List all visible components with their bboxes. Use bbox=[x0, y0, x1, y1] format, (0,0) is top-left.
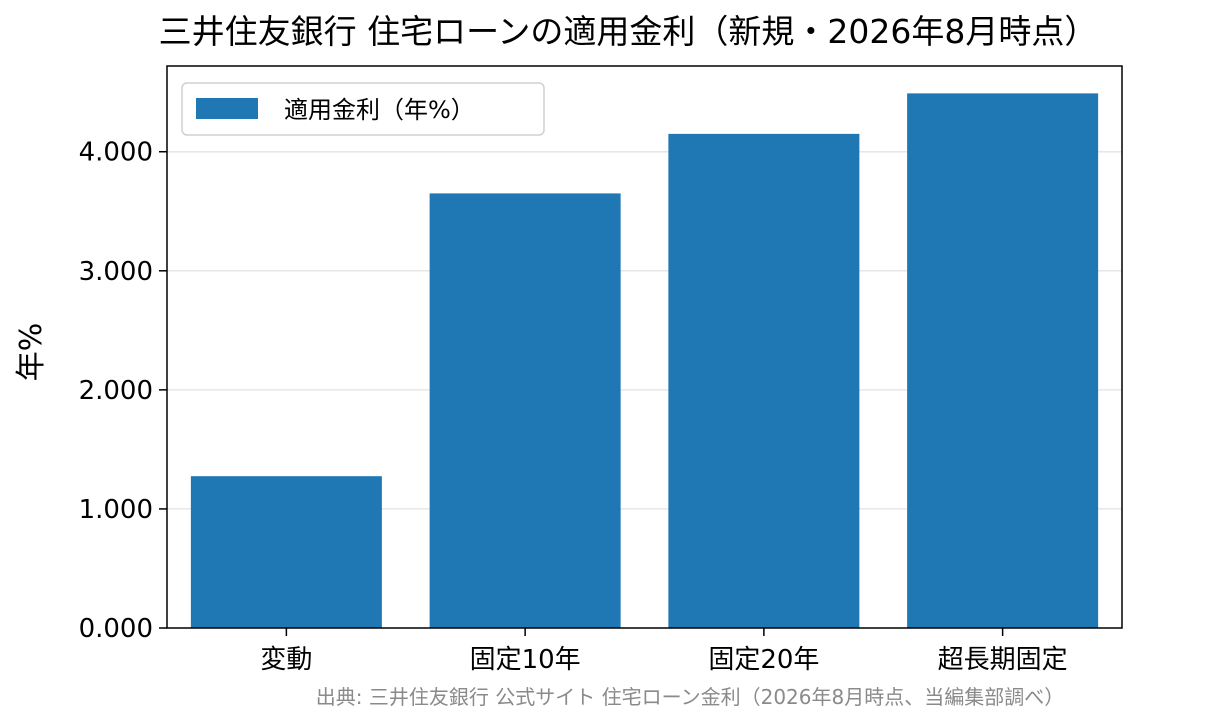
bar-series bbox=[190, 93, 1099, 629]
plot-frame bbox=[166, 65, 1123, 629]
y-axis-label: 年% bbox=[14, 323, 49, 382]
legend-label: 適用金利（年%） bbox=[284, 96, 475, 124]
x-tick-label: 固定10年 bbox=[470, 645, 581, 675]
bar bbox=[668, 133, 860, 628]
x-tick-label: 超長期固定 bbox=[938, 645, 1068, 675]
y-tick-label: 4.000 bbox=[79, 138, 153, 168]
chart-title: 三井住友銀行 住宅ローンの適用金利（新規・2026年8月時点） bbox=[159, 12, 1098, 51]
bar bbox=[907, 93, 1099, 628]
y-tick-label: 3.000 bbox=[79, 257, 153, 287]
y-axis: 0.000 1.000 2.000 3.000 4.000 bbox=[79, 138, 167, 644]
source-note: 出典: 三井住友銀行 公式サイト 住宅ローン金利（2026年8月時点、当編集部調… bbox=[316, 685, 1064, 709]
legend-box bbox=[181, 82, 545, 136]
x-tick-label: 変動 bbox=[260, 645, 312, 675]
bar bbox=[190, 476, 382, 628]
y-tick-label: 1.000 bbox=[79, 495, 153, 525]
x-axis: 変動 固定10年 固定20年 超長期固定 bbox=[260, 628, 1068, 675]
bar bbox=[429, 193, 621, 629]
y-tick-label: 0.000 bbox=[79, 614, 153, 644]
x-tick-label: 固定20年 bbox=[708, 645, 819, 675]
legend: 適用金利（年%） bbox=[181, 82, 545, 136]
legend-swatch bbox=[196, 98, 258, 119]
y-tick-label: 2.000 bbox=[79, 376, 153, 406]
